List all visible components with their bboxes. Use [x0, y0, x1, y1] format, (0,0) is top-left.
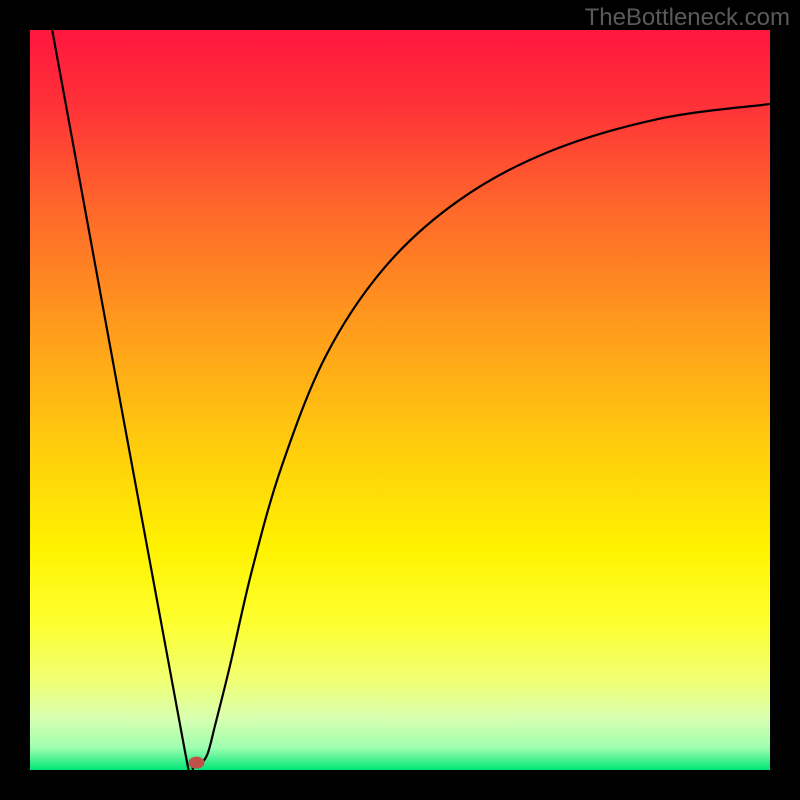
bottleneck-curve — [52, 30, 770, 770]
chart-frame: TheBottleneck.com — [0, 0, 800, 800]
watermark-text: TheBottleneck.com — [585, 4, 790, 32]
curve-layer — [30, 30, 770, 770]
minimum-marker — [189, 757, 205, 769]
plot-area — [30, 30, 770, 770]
